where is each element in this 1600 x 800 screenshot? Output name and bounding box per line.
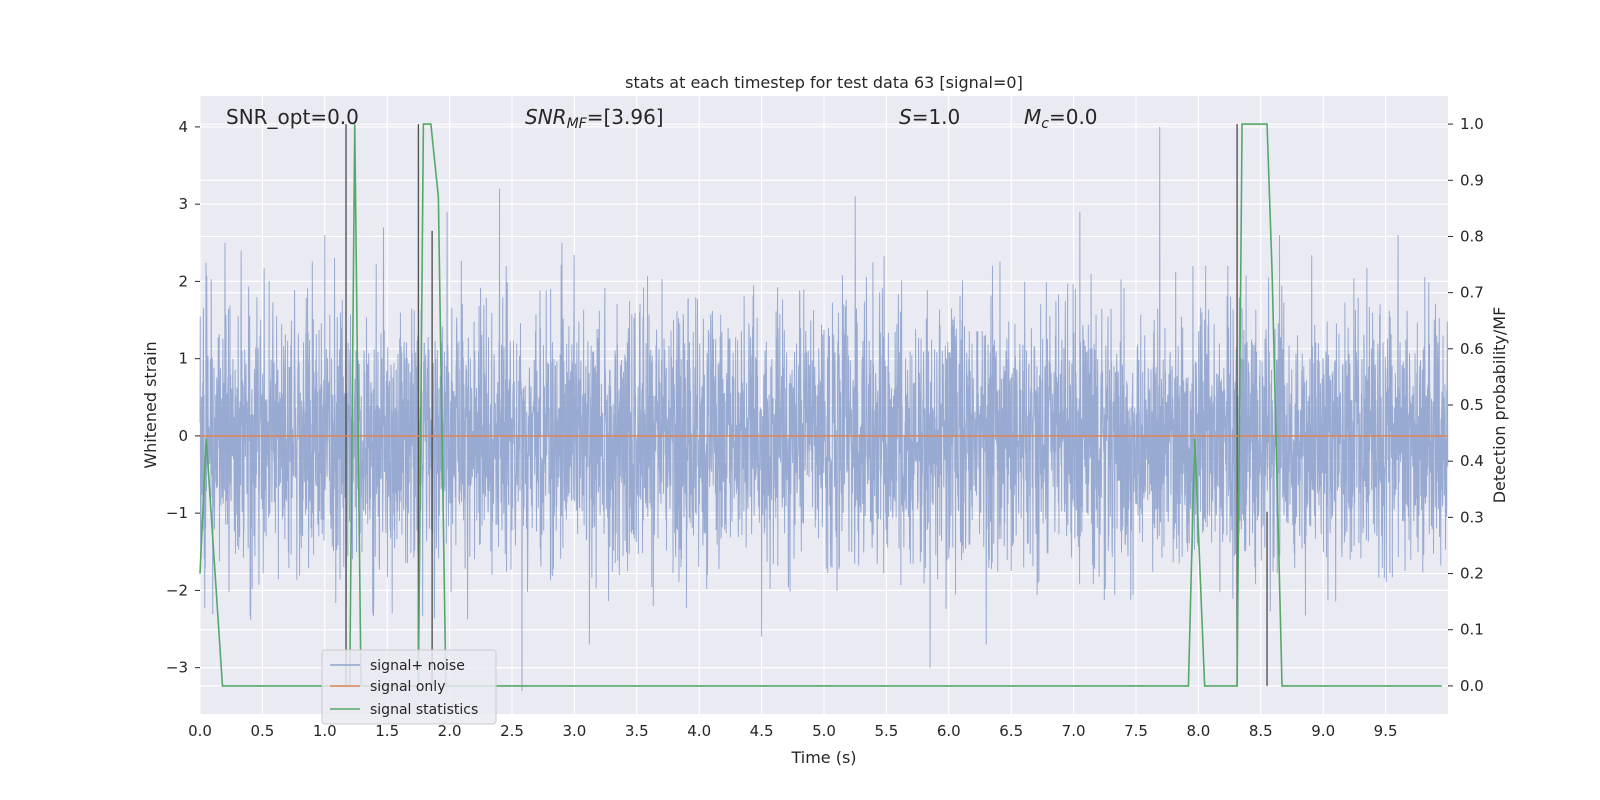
mc-subscript: c: [1041, 116, 1049, 132]
s-value: =1.0: [912, 105, 961, 129]
mf-lines: [345, 124, 1268, 686]
x-tick-label: 3.5: [625, 722, 649, 740]
legend-label-signal-noise: signal+ noise: [370, 658, 465, 674]
x-tick-label: 8.0: [1186, 722, 1210, 740]
y2-tick-label: 0.4: [1460, 452, 1484, 470]
x-tick-label: 0.0: [188, 722, 212, 740]
s-symbol: S: [899, 105, 912, 129]
x-tick-label: 5.5: [874, 722, 898, 740]
x-tick-label: 4.0: [687, 722, 711, 740]
signal-noise-series: [199, 126, 1449, 691]
x-tick-label: 2.0: [438, 722, 462, 740]
y-tick-label: −3: [166, 659, 188, 677]
y-tick-label: 2: [178, 272, 188, 290]
x-tick-label: 5.0: [812, 722, 836, 740]
s-annotation: S=1.0: [899, 105, 960, 129]
y2-tick-label: 0.8: [1460, 227, 1484, 245]
x-tick-label: 7.0: [1062, 722, 1086, 740]
tick-labels: 0.0 0.5 1.0 1.5 2.0 2.5 3.0 3.5 4.0 4.5 5.0 5.5 6.0 6…: [166, 115, 1484, 740]
y2-tick-label: 0.3: [1460, 508, 1484, 526]
y-tick-label: 4: [178, 118, 188, 136]
snr-mf-value: =[3.96]: [587, 105, 664, 129]
snr-mf-prefix: SNR: [525, 105, 567, 129]
chart-title: stats at each timestep for test data 63 …: [625, 73, 1023, 92]
x-tick-label: 6.0: [937, 722, 961, 740]
x-tick-label: 9.5: [1374, 722, 1398, 740]
y-tick-label: 0: [178, 427, 188, 445]
mc-annotation: Mc=0.0: [1024, 105, 1098, 132]
y-tick-label: 3: [178, 195, 188, 213]
y2-axis-label: Detection probability/MF: [1490, 307, 1509, 504]
snr-opt-annotation: SNR_opt=0.0: [226, 105, 359, 129]
y2-tick-label: 0.7: [1460, 284, 1484, 302]
snr-mf-subscript: MF: [567, 116, 588, 132]
x-tick-label: 3.0: [562, 722, 586, 740]
x-tick-label: 1.0: [313, 722, 337, 740]
mc-value: =0.0: [1049, 105, 1098, 129]
x-tick-label: 4.5: [750, 722, 774, 740]
legend-box: [321, 649, 497, 725]
y2-tick-label: 1.0: [1460, 115, 1484, 133]
legend-label-signal-only: signal only: [370, 679, 445, 695]
y-tick-label: −2: [166, 581, 188, 599]
x-tick-label: 7.5: [1124, 722, 1148, 740]
y-tick-label: 1: [178, 350, 188, 368]
y2-tick-label: 0.1: [1460, 621, 1484, 639]
y2-tick-label: 0.2: [1460, 565, 1484, 583]
y-axis-label: Whitened strain: [141, 341, 160, 468]
legend: signal+ noise signal only signal statist…: [321, 649, 497, 725]
y2-tick-label: 0.5: [1460, 396, 1484, 414]
x-axis-label: Time (s): [790, 748, 856, 767]
y2-tick-label: 0.0: [1460, 677, 1484, 695]
x-tick-label: 6.5: [999, 722, 1023, 740]
signal-noise-line: [199, 126, 1449, 691]
y-tick-label: −1: [166, 504, 188, 522]
x-tick-label: 2.5: [500, 722, 524, 740]
y2-tick-label: 0.9: [1460, 171, 1484, 189]
mc-symbol: M: [1024, 105, 1041, 129]
snr-mf-annotation: SNRMF=[3.96]: [525, 105, 664, 132]
x-tick-label: 9.0: [1311, 722, 1335, 740]
x-tick-label: 0.5: [250, 722, 274, 740]
y2-tick-label: 0.6: [1460, 340, 1484, 358]
x-tick-label: 1.5: [375, 722, 399, 740]
legend-label-signal-statistics: signal statistics: [370, 702, 478, 718]
x-tick-label: 8.5: [1249, 722, 1273, 740]
